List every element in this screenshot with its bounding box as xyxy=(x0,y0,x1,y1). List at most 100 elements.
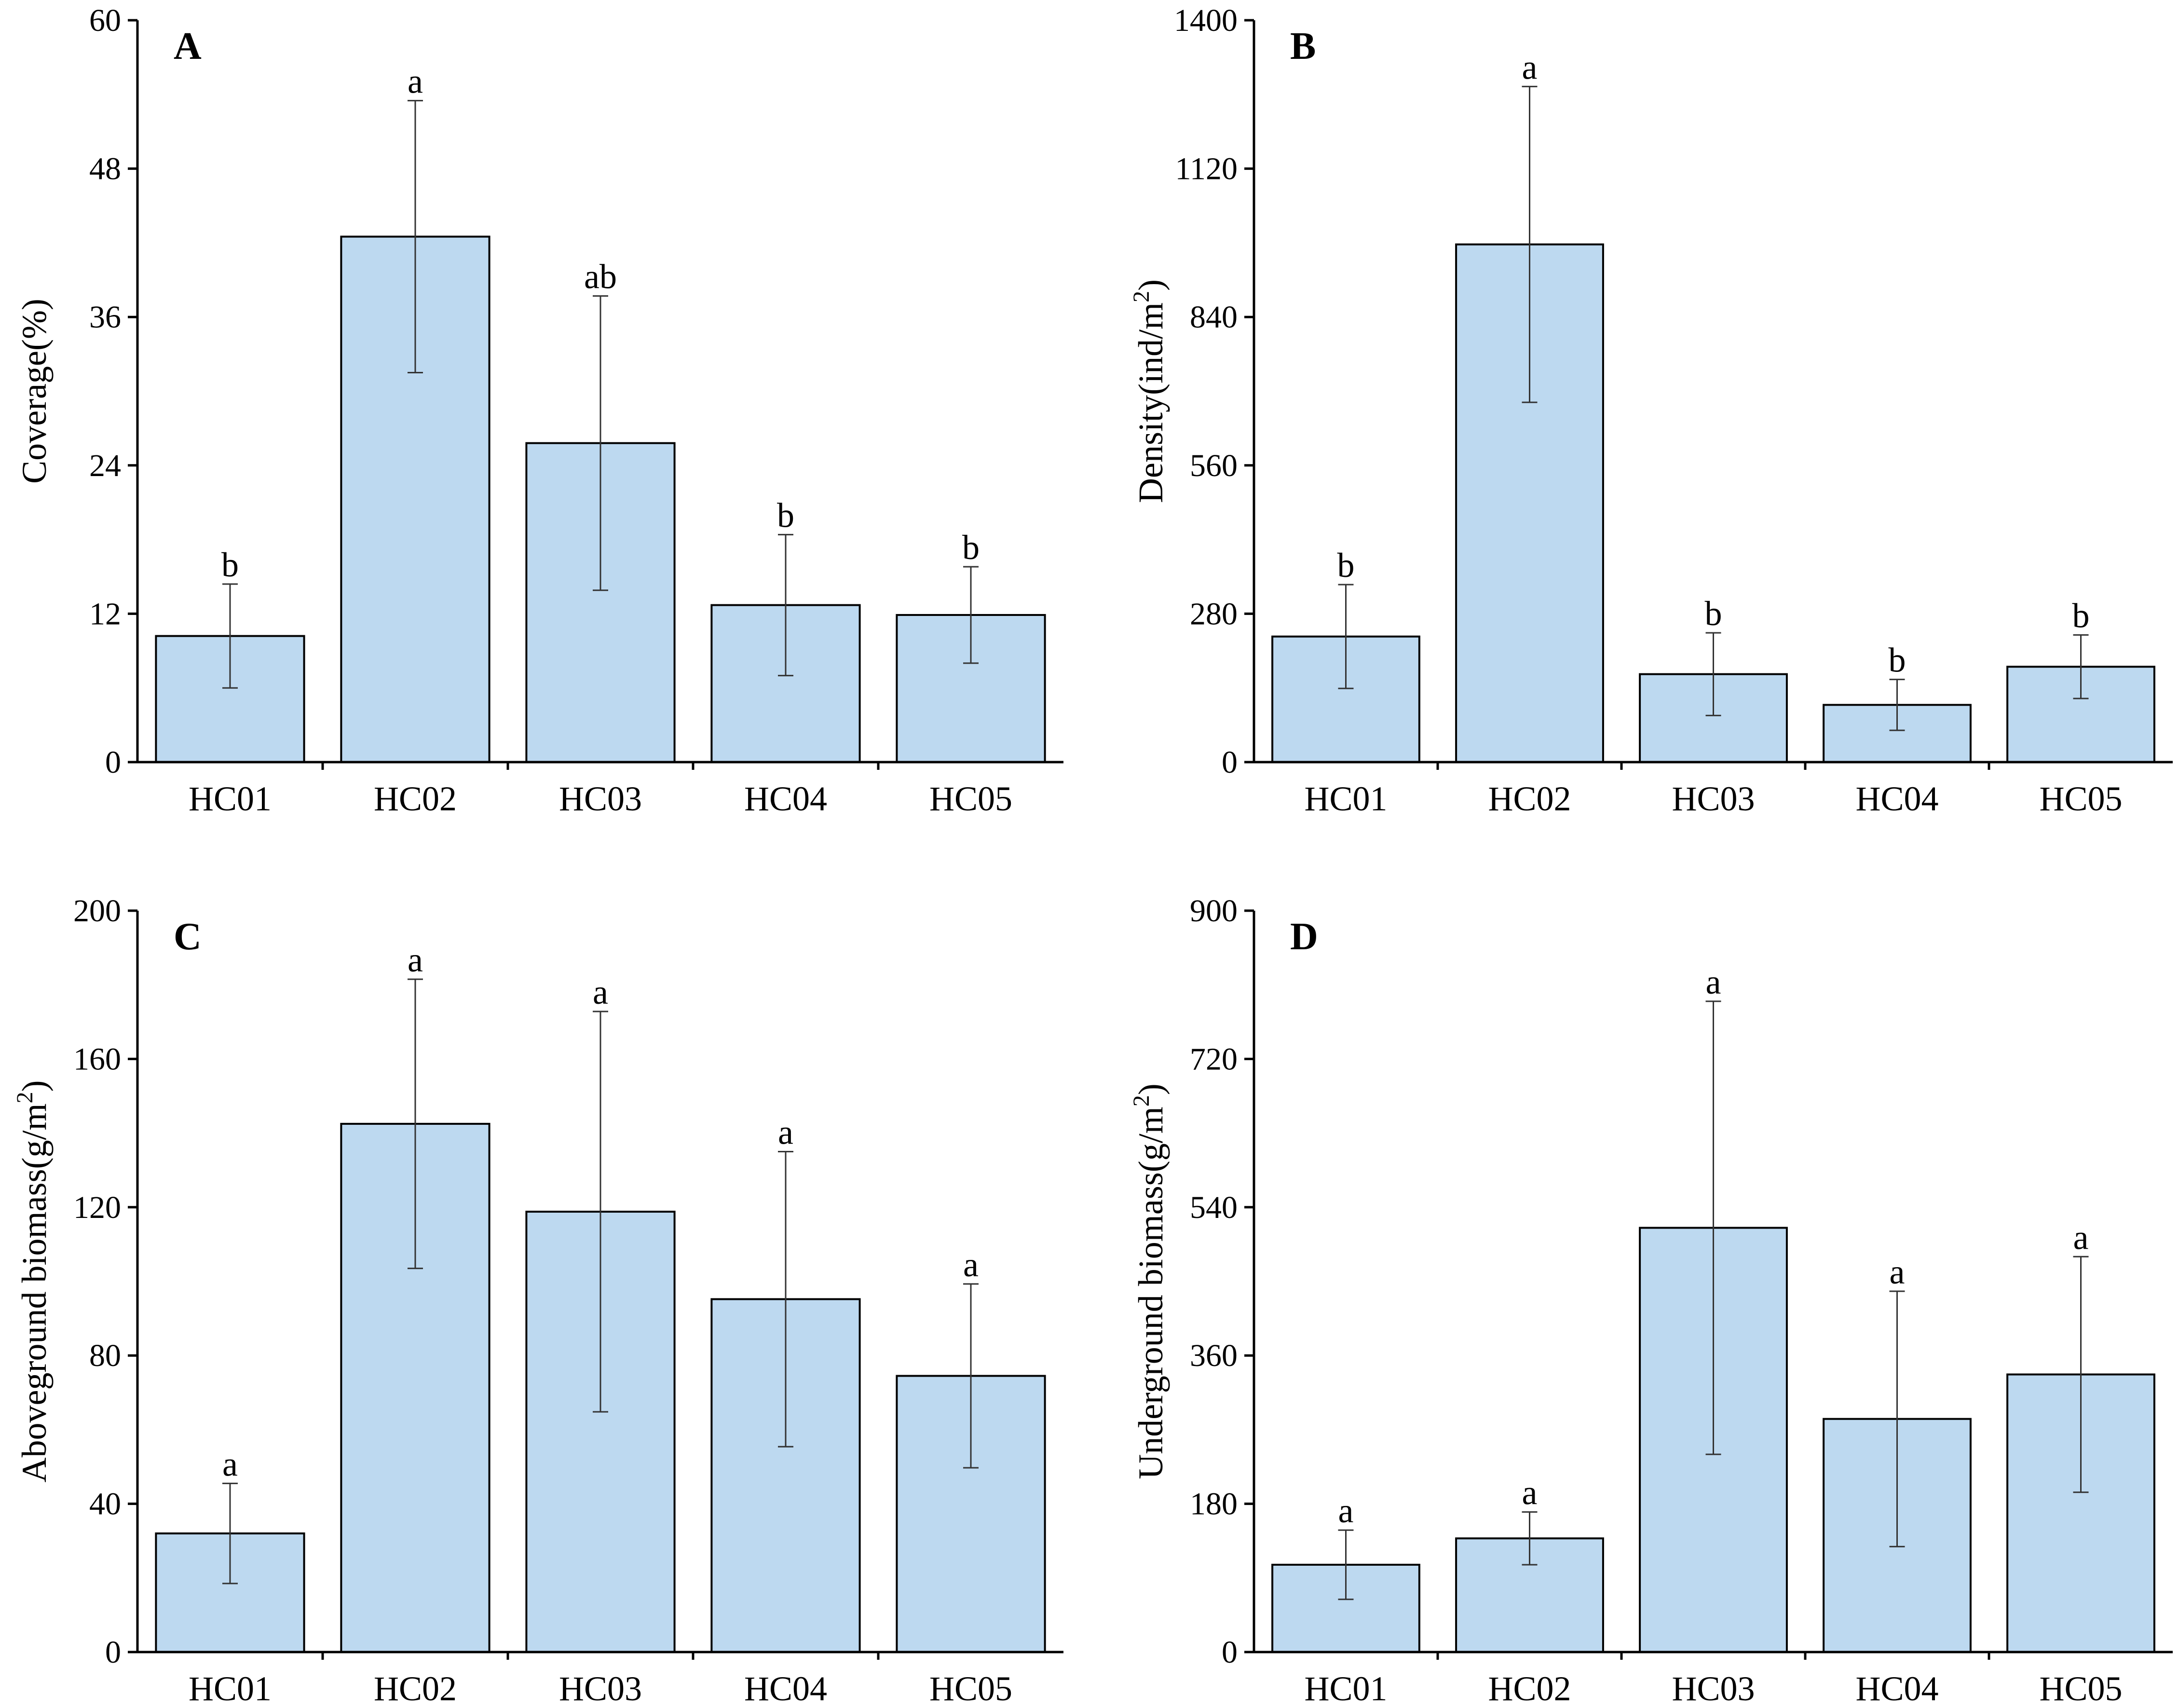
significance-label: a xyxy=(408,62,423,101)
y-tick-label: 900 xyxy=(1190,893,1238,929)
error-bar-hc01 xyxy=(1338,584,1354,689)
x-tick-label: HC05 xyxy=(929,779,1012,818)
y-tick-label: 0 xyxy=(1222,745,1238,780)
significance-label: a xyxy=(1522,48,1538,86)
significance-label: a xyxy=(222,1445,238,1483)
significance-label: a xyxy=(2073,1218,2089,1257)
y-tick-label: 540 xyxy=(1190,1190,1238,1225)
y-tick-label: 200 xyxy=(73,893,121,929)
x-tick-label: HC01 xyxy=(189,779,272,818)
x-tick-label: HC05 xyxy=(2039,779,2122,818)
panel-letter: A xyxy=(174,25,202,68)
panel-letter: B xyxy=(1290,25,1316,68)
x-tick-label: HC03 xyxy=(1672,1669,1755,1708)
panel-b: B Density(ind/m2) b HC01 a HC02 b HC03 b HC04 b H… xyxy=(1129,3,2173,818)
significance-label: b xyxy=(1889,641,1906,680)
y-axis-title-main: Underground biomass(g/m xyxy=(1131,1107,1170,1479)
error-bar-hc05 xyxy=(2073,634,2089,699)
error-bar-hc04 xyxy=(778,533,793,677)
y-tick-label: 24 xyxy=(89,448,121,483)
y-tick-label: 160 xyxy=(73,1041,121,1077)
x-tick-label: HC01 xyxy=(189,1669,272,1708)
significance-label: b xyxy=(2072,596,2090,635)
y-axis-title-main: Aboveground biomass(g/m xyxy=(15,1104,54,1483)
x-tick-label: HC04 xyxy=(1855,779,1938,818)
significance-label: b xyxy=(777,496,794,534)
error-bar-hc05 xyxy=(963,1283,979,1469)
significance-label: a xyxy=(1890,1253,1905,1291)
significance-label: a xyxy=(963,1245,979,1284)
y-tick-label: 0 xyxy=(1222,1635,1238,1670)
y-axis-title-sup: 2 xyxy=(1129,291,1154,302)
error-bar-hc02 xyxy=(1522,1511,1538,1566)
y-axis-title-sup: 2 xyxy=(1129,1095,1154,1107)
y-tick-label: 1400 xyxy=(1174,3,1238,38)
error-bar-hc05 xyxy=(2073,1256,2089,1493)
x-tick-label: HC01 xyxy=(1304,779,1387,818)
error-bar-hc01 xyxy=(222,1482,238,1585)
error-bar-hc02 xyxy=(1522,85,1538,403)
y-tick-label: 36 xyxy=(89,300,121,335)
panel-d: D Underground biomass(g/m2) a HC01 a HC02 a H… xyxy=(1129,893,2173,1708)
y-axis-title-main: Density(ind/m xyxy=(1131,302,1170,503)
error-bar-hc01 xyxy=(222,583,238,689)
significance-label: b xyxy=(1337,546,1355,585)
error-bar-hc04 xyxy=(1889,679,1905,731)
x-tick-label: HC03 xyxy=(1672,779,1755,818)
x-tick-label: HC02 xyxy=(374,779,457,818)
x-tick-label: HC04 xyxy=(744,1669,827,1708)
error-bar-hc02 xyxy=(408,100,423,374)
error-bar-hc04 xyxy=(778,1151,793,1448)
panel-letter: D xyxy=(1290,915,1318,958)
y-tick-label: 0 xyxy=(105,745,121,780)
y-tick-label: 360 xyxy=(1190,1338,1238,1373)
x-tick-label: HC05 xyxy=(929,1669,1012,1708)
x-tick-label: HC02 xyxy=(1488,1669,1571,1708)
y-tick-label: 280 xyxy=(1190,596,1238,631)
significance-label: b xyxy=(1705,594,1722,633)
significance-label: a xyxy=(1338,1491,1354,1530)
y-tick-label: 720 xyxy=(1190,1041,1238,1077)
x-tick-label: HC04 xyxy=(744,779,827,818)
error-bar-hc04 xyxy=(1889,1290,1905,1547)
y-tick-label: 560 xyxy=(1190,448,1238,483)
significance-label: a xyxy=(778,1113,793,1152)
panel-letter: C xyxy=(174,915,202,958)
y-tick-label: 80 xyxy=(89,1338,121,1373)
error-bar-hc01 xyxy=(1338,1529,1354,1600)
error-bar-hc03 xyxy=(1705,1000,1721,1455)
x-tick-label: HC03 xyxy=(559,1669,642,1708)
y-axis-title-end: ) xyxy=(15,1080,54,1092)
error-bar-hc03 xyxy=(593,295,608,591)
y-axis-title-end: ) xyxy=(1131,1083,1170,1095)
significance-label: a xyxy=(593,973,608,1011)
y-tick-label: 180 xyxy=(1190,1487,1238,1522)
y-axis-title-end: ) xyxy=(1131,279,1170,291)
y-tick-label: 120 xyxy=(73,1190,121,1225)
panel-c: C Aboveground biomass(g/m2) a HC01 a HC02 a H… xyxy=(12,893,1063,1708)
y-axis-title-sup: 2 xyxy=(12,1092,38,1104)
y-axis-title: Underground biomass(g/m2) xyxy=(1129,1083,1170,1479)
significance-label: a xyxy=(1522,1474,1538,1512)
y-axis-title-text: Coverage(%) xyxy=(15,299,54,484)
x-tick-label: HC03 xyxy=(559,779,642,818)
significance-label: b xyxy=(221,546,239,584)
x-tick-label: HC05 xyxy=(2039,1669,2122,1708)
error-bar-hc03 xyxy=(1705,632,1721,716)
y-tick-label: 12 xyxy=(89,596,121,631)
significance-label: ab xyxy=(584,258,617,296)
y-axis-title: Coverage(%) xyxy=(15,299,54,484)
error-bar-hc05 xyxy=(963,566,979,664)
x-tick-label: HC02 xyxy=(1488,779,1571,818)
significance-label: b xyxy=(962,528,980,567)
y-tick-label: 0 xyxy=(105,1635,121,1670)
error-bar-hc02 xyxy=(408,978,423,1270)
x-tick-label: HC04 xyxy=(1855,1669,1938,1708)
y-tick-label: 840 xyxy=(1190,300,1238,335)
significance-label: a xyxy=(408,941,423,979)
error-bar-hc03 xyxy=(593,1011,608,1413)
panel-a: A Coverage(%) b HC01 a HC02 ab HC03 b HC04 b HC05… xyxy=(15,3,1063,818)
y-tick-label: 48 xyxy=(89,151,121,187)
y-axis-title: Density(ind/m2) xyxy=(1129,279,1170,503)
